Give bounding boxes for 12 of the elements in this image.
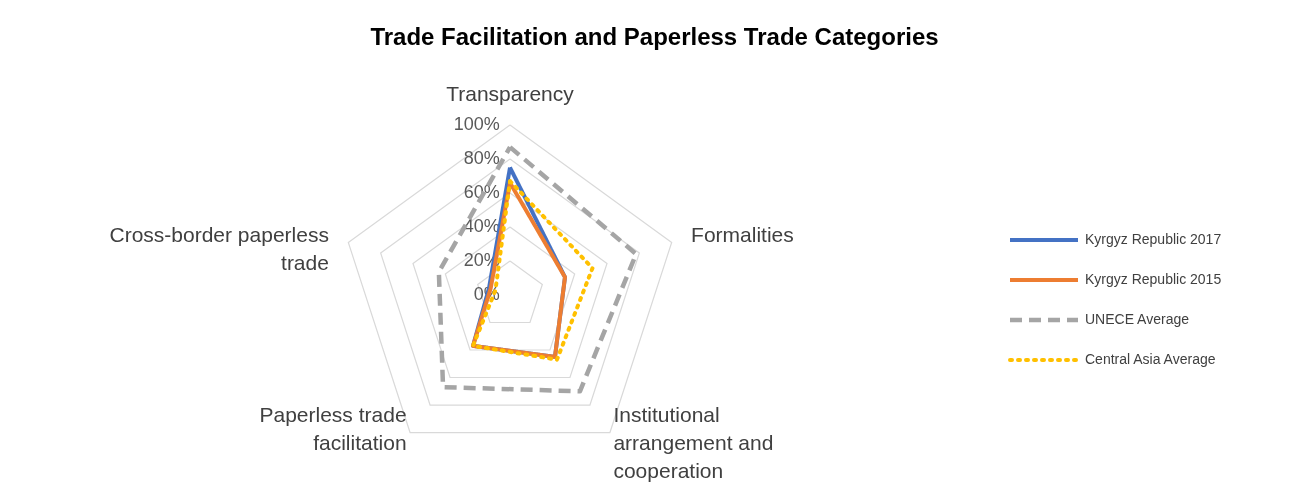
spoke-label: Cross-border paperless trade — [109, 223, 329, 275]
y-tick-label: 100% — [453, 114, 500, 134]
legend-label: Kyrgyz Republic 2017 — [1085, 231, 1222, 247]
spoke-label: Transparency — [446, 81, 575, 105]
spoke-label: Paperless trade facilitation — [259, 403, 407, 455]
chart-title: Trade Facilitation and Paperless Trade Categories — [370, 23, 939, 50]
legend-label: UNECE Average — [1085, 311, 1190, 327]
spoke-label: Institutional arrangement and cooperation — [613, 403, 774, 483]
legend-label: Kyrgyz Republic 2015 — [1085, 271, 1222, 287]
legend-label: Central Asia Average — [1085, 351, 1216, 367]
spoke-label: Formalities — [691, 223, 794, 247]
y-tick-label: 80% — [463, 148, 500, 168]
